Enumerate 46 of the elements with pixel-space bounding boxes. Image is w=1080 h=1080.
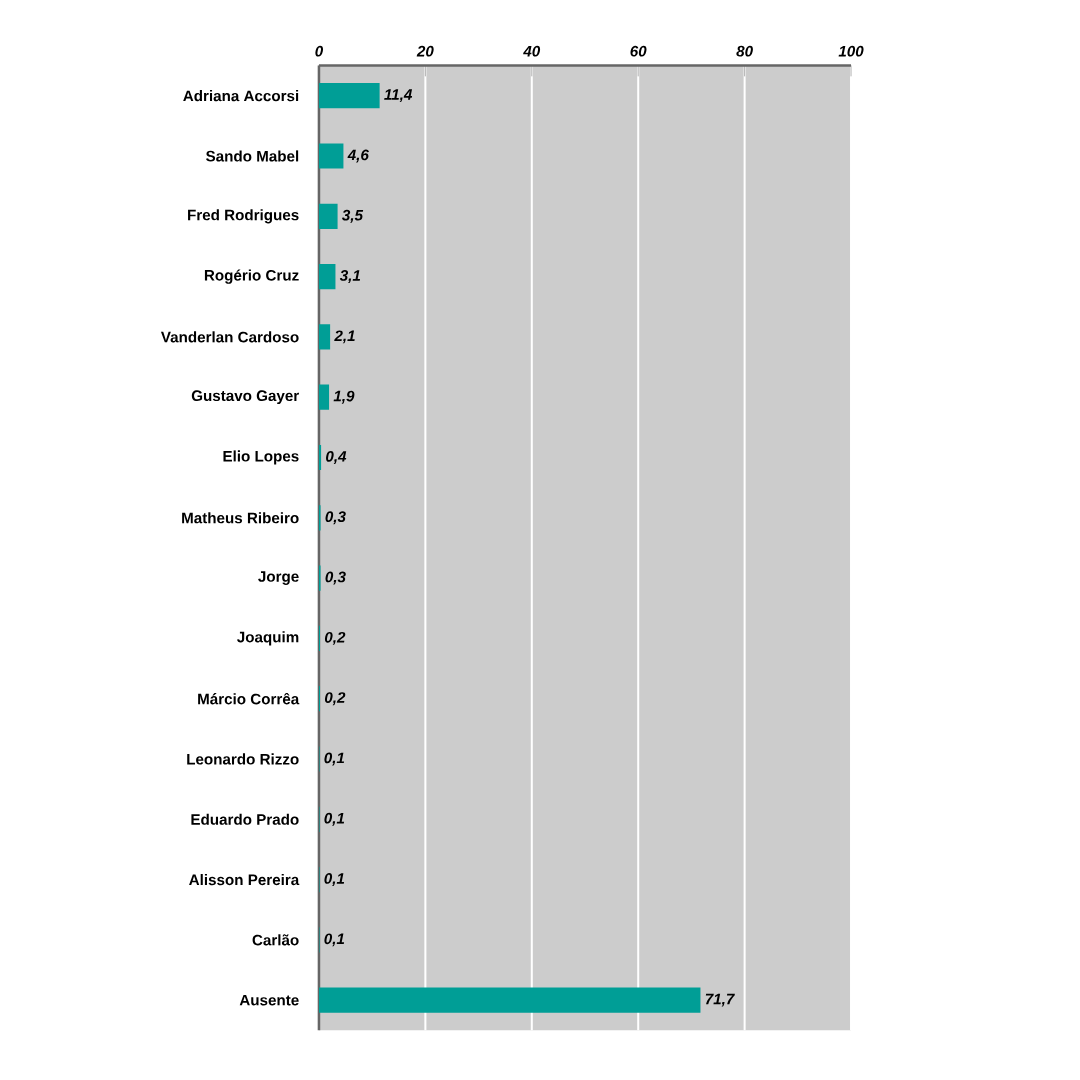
data-label: 3,5 — [342, 209, 364, 223]
y-tick-label: Matheus Ribeiro — [182, 512, 299, 524]
data-label: 3,1 — [339, 270, 361, 284]
data-label: 71,7 — [705, 993, 735, 1007]
data-label: 0,1 — [324, 812, 345, 826]
data-label: 0,4 — [326, 451, 347, 464]
x-tick-label: 60 — [630, 45, 647, 57]
data-label: 2,1 — [334, 330, 355, 344]
bar — [318, 384, 330, 410]
bar — [318, 263, 336, 290]
y-tick-label: Adriana Accorsi — [183, 90, 299, 102]
x-tick-label: 20 — [416, 45, 434, 57]
data-label: 4,6 — [347, 149, 369, 163]
data-label: 11,4 — [384, 89, 413, 103]
data-label: 0,2 — [324, 692, 346, 706]
x-tick-label: 80 — [736, 45, 753, 57]
y-tick-label: Rogério Cruz — [204, 269, 299, 284]
data-label: 0,1 — [324, 933, 345, 947]
y-tick-label: Vanderlan Cardoso — [160, 331, 299, 343]
y-tick-label: Jorge — [258, 571, 299, 585]
data-label: 0,3 — [325, 511, 346, 525]
x-tick-label: 40 — [523, 45, 541, 57]
y-tick-label: Elio Lopes — [223, 450, 299, 465]
bar — [318, 203, 338, 229]
data-label: 0,2 — [324, 631, 346, 645]
y-tick-label: Ausente — [239, 994, 299, 1006]
data-label: 0,1 — [324, 752, 345, 766]
y-tick-label: Eduardo Prado — [191, 813, 299, 825]
y-tick-label: Sando Mabel — [206, 150, 299, 162]
y-tick-label: Márcio Corrêa — [198, 692, 300, 705]
y-tick-label: Carlão — [252, 934, 299, 946]
data-label: 1,9 — [333, 390, 355, 404]
y-tick-label: Leonardo Rizzo — [187, 753, 299, 765]
data-label: 0,3 — [325, 571, 346, 585]
bar — [318, 83, 380, 109]
x-tick-label: 100 — [838, 45, 864, 57]
bar — [318, 324, 331, 350]
bar — [318, 444, 322, 471]
bar — [318, 143, 344, 169]
y-tick-label: Gustavo Gayer — [191, 390, 299, 405]
x-tick-label: 0 — [315, 45, 324, 57]
y-tick-label: Alisson Pereira — [189, 873, 300, 886]
y-tick-label: Fred Rodrigues — [188, 209, 299, 224]
data-label: 0,1 — [324, 873, 345, 887]
y-tick-label: Joaquim — [237, 631, 299, 646]
bar — [318, 987, 701, 1013]
